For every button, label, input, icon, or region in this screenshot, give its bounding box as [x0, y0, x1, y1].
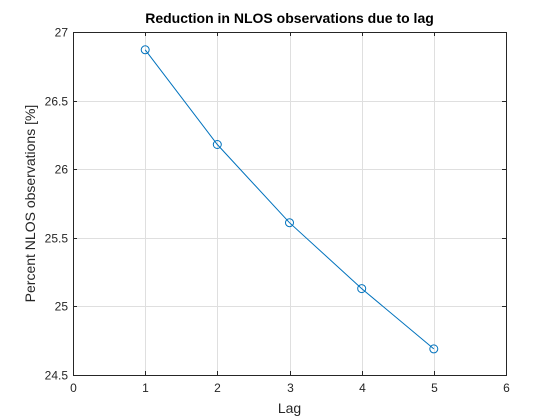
x-tick-label: 4 [359, 381, 366, 395]
x-axis-label: Lag [278, 400, 301, 416]
x-tick-label: 6 [503, 381, 510, 395]
y-tick-label: 25.5 [45, 232, 69, 246]
x-tick-label: 0 [70, 381, 77, 395]
y-tick-label: 26 [55, 163, 69, 177]
data-point [285, 218, 294, 228]
data-point [429, 344, 439, 354]
data-point [140, 45, 150, 55]
x-tick-label: 5 [431, 381, 438, 395]
data-point [212, 140, 222, 149]
y-tick-label: 25 [55, 300, 69, 314]
tick-labels: 0 1 2 3 4 5 6 24.5 25 25.5 26 26.5 27 [45, 26, 511, 396]
y-axis-label: Percent NLOS observations [%] [22, 105, 38, 303]
data-point [357, 284, 367, 294]
plot-area [73, 32, 506, 375]
x-tick-label: 1 [142, 381, 149, 395]
y-tick-label: 26.5 [45, 95, 69, 109]
series-line [144, 49, 435, 350]
x-tick-label: 2 [214, 381, 221, 395]
y-tick-label: 27 [55, 26, 69, 40]
x-tick-label: 3 [287, 381, 294, 395]
axis-ticks [73, 32, 507, 376]
y-tick-label: 24.5 [45, 369, 69, 383]
chart-title: Reduction in NLOS observations due to la… [145, 10, 434, 26]
series-layer [140, 45, 439, 354]
